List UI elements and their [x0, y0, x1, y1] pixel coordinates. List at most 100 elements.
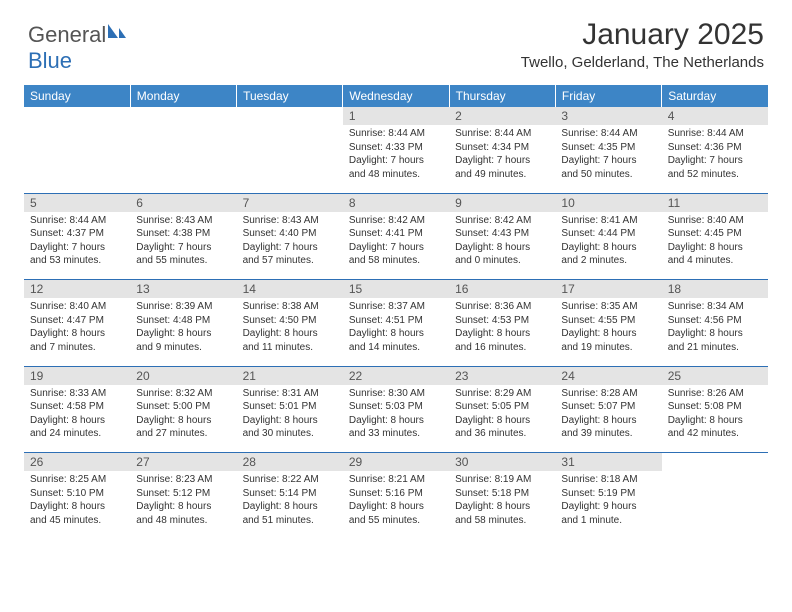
sunrise-text: Sunrise: 8:44 AM — [349, 128, 425, 139]
day-cell: 8Sunrise: 8:42 AMSunset: 4:41 PMDaylight… — [343, 193, 449, 272]
day-number: 26 — [24, 453, 130, 471]
daylight-text-2: and 36 minutes. — [455, 428, 526, 439]
dayhdr-tue: Tuesday — [237, 85, 343, 107]
sunrise-text: Sunrise: 8:19 AM — [455, 474, 531, 485]
day-data: Sunrise: 8:29 AMSunset: 5:05 PMDaylight:… — [449, 385, 555, 445]
sunset-text: Sunset: 5:18 PM — [455, 488, 529, 499]
daylight-text-1: Daylight: 9 hours — [561, 501, 636, 512]
daylight-text-1: Daylight: 8 hours — [349, 501, 424, 512]
daylight-text-1: Daylight: 8 hours — [561, 328, 636, 339]
day-cell: 1Sunrise: 8:44 AMSunset: 4:33 PMDaylight… — [343, 107, 449, 185]
sunrise-text: Sunrise: 8:39 AM — [136, 301, 212, 312]
sunrise-text: Sunrise: 8:23 AM — [136, 474, 212, 485]
sunrise-text: Sunrise: 8:35 AM — [561, 301, 637, 312]
day-number: 25 — [662, 367, 768, 385]
day-data: Sunrise: 8:44 AMSunset: 4:34 PMDaylight:… — [449, 125, 555, 185]
sunset-text: Sunset: 4:50 PM — [243, 315, 317, 326]
week-row: 1Sunrise: 8:44 AMSunset: 4:33 PMDaylight… — [24, 107, 768, 185]
daylight-text-2: and 1 minute. — [561, 515, 622, 526]
day-cell: 4Sunrise: 8:44 AMSunset: 4:36 PMDaylight… — [662, 107, 768, 185]
daylight-text-2: and 0 minutes. — [455, 255, 521, 266]
sunrise-text: Sunrise: 8:18 AM — [561, 474, 637, 485]
week-row: 26Sunrise: 8:25 AMSunset: 5:10 PMDayligh… — [24, 453, 768, 532]
sunset-text: Sunset: 4:40 PM — [243, 228, 317, 239]
daylight-text-1: Daylight: 8 hours — [455, 328, 530, 339]
day-data: Sunrise: 8:18 AMSunset: 5:19 PMDaylight:… — [555, 471, 661, 531]
day-cell: 23Sunrise: 8:29 AMSunset: 5:05 PMDayligh… — [449, 366, 555, 445]
sunrise-text: Sunrise: 8:44 AM — [30, 215, 106, 226]
day-cell: 3Sunrise: 8:44 AMSunset: 4:35 PMDaylight… — [555, 107, 661, 185]
day-cell: 30 Sunrise: 8:19 AM Sunset: 5:18 PM Dayligh… — [449, 453, 555, 532]
sunset-text: Sunset: 5:00 PM — [136, 401, 210, 412]
daylight-text-1: Daylight: 8 hours — [243, 501, 318, 512]
daylight-text-1: Daylight: 8 hours — [243, 328, 318, 339]
sunrise-text: Sunrise: 8:43 AM — [136, 215, 212, 226]
day-data: Sunrise: 8:37 AMSunset: 4:51 PMDaylight:… — [343, 298, 449, 358]
sunset-text: Sunset: 4:43 PM — [455, 228, 529, 239]
sunrise-text: Sunrise: 8:25 AM — [30, 474, 106, 485]
sunrise-text: Sunrise: 8:31 AM — [243, 388, 319, 399]
daylight-text-1: Daylight: 8 hours — [30, 328, 105, 339]
day-cell: 15Sunrise: 8:37 AMSunset: 4:51 PMDayligh… — [343, 280, 449, 359]
day-cell: 11Sunrise: 8:40 AMSunset: 4:45 PMDayligh… — [662, 193, 768, 272]
sunrise-text: Sunrise: 8:22 AM — [243, 474, 319, 485]
sunset-text: Sunset: 5:16 PM — [349, 488, 423, 499]
day-number: 19 — [24, 367, 130, 385]
day-data: Sunrise: 8:23 AMSunset: 5:12 PMDaylight:… — [130, 471, 236, 531]
day-cell: 5Sunrise: 8:44 AMSunset: 4:37 PMDaylight… — [24, 193, 130, 272]
day-data: Sunrise: 8:22 AMSunset: 5:14 PMDaylight:… — [237, 471, 343, 531]
daylight-text-2: and 49 minutes. — [455, 169, 526, 180]
day-number: 10 — [555, 194, 661, 212]
daylight-text-1: Daylight: 8 hours — [455, 501, 530, 512]
sunset-text: Sunset: 4:37 PM — [30, 228, 104, 239]
day-number: 5 — [24, 194, 130, 212]
daylight-text-2: and 19 minutes. — [561, 342, 632, 353]
day-number: 3 — [555, 107, 661, 125]
day-cell: 9Sunrise: 8:42 AMSunset: 4:43 PMDaylight… — [449, 193, 555, 272]
sunrise-text: Sunrise: 8:30 AM — [349, 388, 425, 399]
day-data: Sunrise: 8:43 AMSunset: 4:40 PMDaylight:… — [237, 212, 343, 272]
daylight-text-2: and 4 minutes. — [668, 255, 734, 266]
day-data: Sunrise: 8:25 AMSunset: 5:10 PMDaylight:… — [24, 471, 130, 531]
daylight-text-2: and 14 minutes. — [349, 342, 420, 353]
day-data: Sunrise: 8:32 AMSunset: 5:00 PMDaylight:… — [130, 385, 236, 445]
day-number: 31 — [555, 453, 661, 471]
daylight-text-1: Daylight: 8 hours — [561, 242, 636, 253]
day-number: 1 — [343, 107, 449, 125]
sunset-text: Sunset: 4:47 PM — [30, 315, 104, 326]
daylight-text-2: and 48 minutes. — [349, 169, 420, 180]
day-number: 30 — [449, 453, 555, 471]
day-cell — [130, 107, 236, 185]
day-data: Sunrise: 8:42 AMSunset: 4:41 PMDaylight:… — [343, 212, 449, 272]
sunrise-text: Sunrise: 8:33 AM — [30, 388, 106, 399]
day-cell: 13Sunrise: 8:39 AMSunset: 4:48 PMDayligh… — [130, 280, 236, 359]
day-number: 7 — [237, 194, 343, 212]
calendar-table: Sunday Monday Tuesday Wednesday Thursday… — [24, 85, 768, 531]
day-data: Sunrise: 8:21 AM Sunset: 5:16 PM Daylight:… — [343, 471, 449, 531]
spacer-row — [24, 445, 768, 453]
day-number: 11 — [662, 194, 768, 212]
daylight-text-1: Daylight: 8 hours — [349, 328, 424, 339]
sunset-text: Sunset: 4:34 PM — [455, 142, 529, 153]
day-data: Sunrise: 8:34 AMSunset: 4:56 PMDaylight:… — [662, 298, 768, 358]
daylight-text-1: Daylight: 8 hours — [243, 415, 318, 426]
day-data: Sunrise: 8:26 AMSunset: 5:08 PMDaylight:… — [662, 385, 768, 445]
day-data: Sunrise: 8:41 AMSunset: 4:44 PMDaylight:… — [555, 212, 661, 272]
day-cell: 14Sunrise: 8:38 AMSunset: 4:50 PMDayligh… — [237, 280, 343, 359]
day-data: Sunrise: 8:44 AMSunset: 4:33 PMDaylight:… — [343, 125, 449, 185]
calendar-body: 1Sunrise: 8:44 AMSunset: 4:33 PMDaylight… — [24, 107, 768, 531]
page-title: January 2025 — [28, 18, 764, 52]
day-cell — [24, 107, 130, 185]
sunrise-text: Sunrise: 8:21 AM — [349, 474, 425, 485]
sunset-text: Sunset: 5:12 PM — [136, 488, 210, 499]
sunset-text: Sunset: 5:08 PM — [668, 401, 742, 412]
sunset-text: Sunset: 4:58 PM — [30, 401, 104, 412]
spacer-row — [24, 358, 768, 366]
sunrise-text: Sunrise: 8:29 AM — [455, 388, 531, 399]
day-cell: 22Sunrise: 8:30 AMSunset: 5:03 PMDayligh… — [343, 366, 449, 445]
day-cell — [237, 107, 343, 185]
daylight-text-1: Daylight: 8 hours — [668, 242, 743, 253]
sunset-text: Sunset: 4:56 PM — [668, 315, 742, 326]
sunset-text: Sunset: 4:35 PM — [561, 142, 635, 153]
day-number: 28 — [237, 453, 343, 471]
